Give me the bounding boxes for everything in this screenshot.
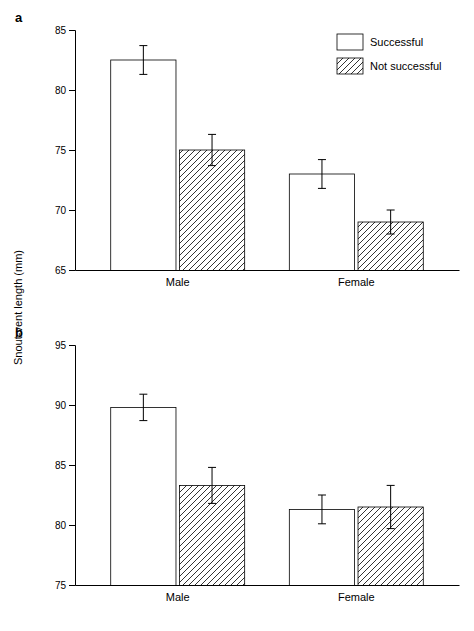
y-tick-mark	[69, 210, 75, 211]
error-stem	[321, 495, 322, 524]
error-cap	[208, 134, 216, 135]
y-tick: 85	[55, 25, 75, 36]
x-tick: Male	[166, 270, 190, 288]
bar	[179, 150, 244, 270]
error-cap	[208, 467, 216, 468]
y-tick: 90	[55, 400, 75, 411]
error-cap	[387, 485, 395, 486]
error-cap	[318, 523, 326, 524]
y-tick-mark	[69, 405, 75, 406]
error-cap	[139, 420, 147, 421]
y-tick-mark	[69, 150, 75, 151]
error-bar	[208, 467, 216, 503]
panel: 75 80 85 90 95 Male Female b	[15, 325, 460, 631]
error-cap	[208, 165, 216, 166]
error-stem	[212, 134, 213, 165]
y-axis: 65 70 75 80 85	[55, 25, 76, 276]
error-stem	[390, 485, 391, 528]
x-tick: Male	[166, 585, 190, 603]
y-tick-label: 65	[55, 265, 67, 276]
error-cap	[318, 495, 326, 496]
plot-area	[111, 394, 424, 585]
y-tick: 80	[55, 85, 75, 96]
y-tick: 70	[55, 205, 75, 216]
y-tick-label: 90	[55, 400, 67, 411]
y-tick: 85	[55, 460, 75, 471]
y-tick: 75	[55, 580, 75, 591]
y-tick: 75	[55, 145, 75, 156]
error-cap	[387, 528, 395, 529]
y-tick: 95	[55, 340, 75, 351]
bar	[111, 407, 176, 585]
chart-svg: 65 70 75 80 85 Male Female a Successful Not succe…	[0, 0, 474, 631]
bar	[289, 174, 354, 270]
error-stem	[143, 46, 144, 75]
y-tick-label: 95	[55, 340, 67, 351]
error-cap	[318, 188, 326, 189]
error-bar	[387, 210, 395, 234]
x-tick-label: Male	[166, 276, 190, 288]
y-tick-mark	[69, 345, 75, 346]
plot-area	[111, 46, 424, 270]
y-tick-mark	[69, 90, 75, 91]
y-tick-label: 75	[55, 145, 67, 156]
error-stem	[390, 210, 391, 234]
y-tick-mark	[69, 525, 75, 526]
error-stem	[212, 467, 213, 503]
error-bar	[139, 46, 147, 75]
y-tick-label: 80	[55, 85, 67, 96]
error-bar	[318, 160, 326, 189]
error-cap	[139, 74, 147, 75]
x-tick: Female	[338, 585, 375, 603]
legend-label: Not successful	[370, 60, 442, 72]
error-stem	[143, 394, 144, 420]
y-tick-mark	[69, 465, 75, 466]
error-cap	[387, 234, 395, 235]
error-bar	[387, 485, 395, 528]
x-tick: Female	[338, 270, 375, 288]
legend-swatch	[337, 34, 363, 50]
y-axis-line	[69, 31, 76, 271]
y-tick-mark	[69, 585, 75, 586]
error-stem	[321, 160, 322, 189]
y-tick-label: 85	[55, 25, 67, 36]
y-tick-mark	[69, 270, 75, 271]
error-bar	[208, 134, 216, 165]
error-bar	[139, 394, 147, 420]
error-cap	[208, 503, 216, 504]
x-axis-line	[76, 270, 460, 271]
legend-item: Not successful	[337, 58, 442, 74]
panel-label: b	[15, 325, 23, 340]
y-tick: 80	[55, 520, 75, 531]
legend-item: Successful	[337, 34, 423, 50]
y-tick: 65	[55, 265, 75, 276]
error-bar	[318, 495, 326, 524]
y-tick-mark	[69, 30, 75, 31]
y-tick-label: 70	[55, 205, 67, 216]
error-cap	[139, 394, 147, 395]
y-tick-label: 75	[55, 580, 67, 591]
x-axis: Male Female	[76, 270, 460, 288]
bar	[111, 60, 176, 270]
x-axis-line	[76, 585, 460, 586]
error-cap	[139, 45, 147, 46]
error-cap	[387, 210, 395, 211]
y-tick-label: 85	[55, 460, 67, 471]
x-tick-label: Female	[338, 591, 375, 603]
panel-label: a	[15, 10, 23, 25]
legend-label: Successful	[370, 36, 423, 48]
y-axis: 75 80 85 90 95	[55, 340, 76, 591]
x-tick-label: Male	[166, 591, 190, 603]
legend-swatch	[337, 58, 363, 74]
y-tick-label: 80	[55, 520, 67, 531]
x-tick-label: Female	[338, 276, 375, 288]
y-axis-title: Snout-vent length (mm)	[12, 250, 24, 365]
y-axis-line	[69, 346, 76, 586]
legend: Successful Not successful	[337, 34, 442, 74]
x-axis: Male Female	[76, 585, 460, 603]
error-cap	[318, 159, 326, 160]
